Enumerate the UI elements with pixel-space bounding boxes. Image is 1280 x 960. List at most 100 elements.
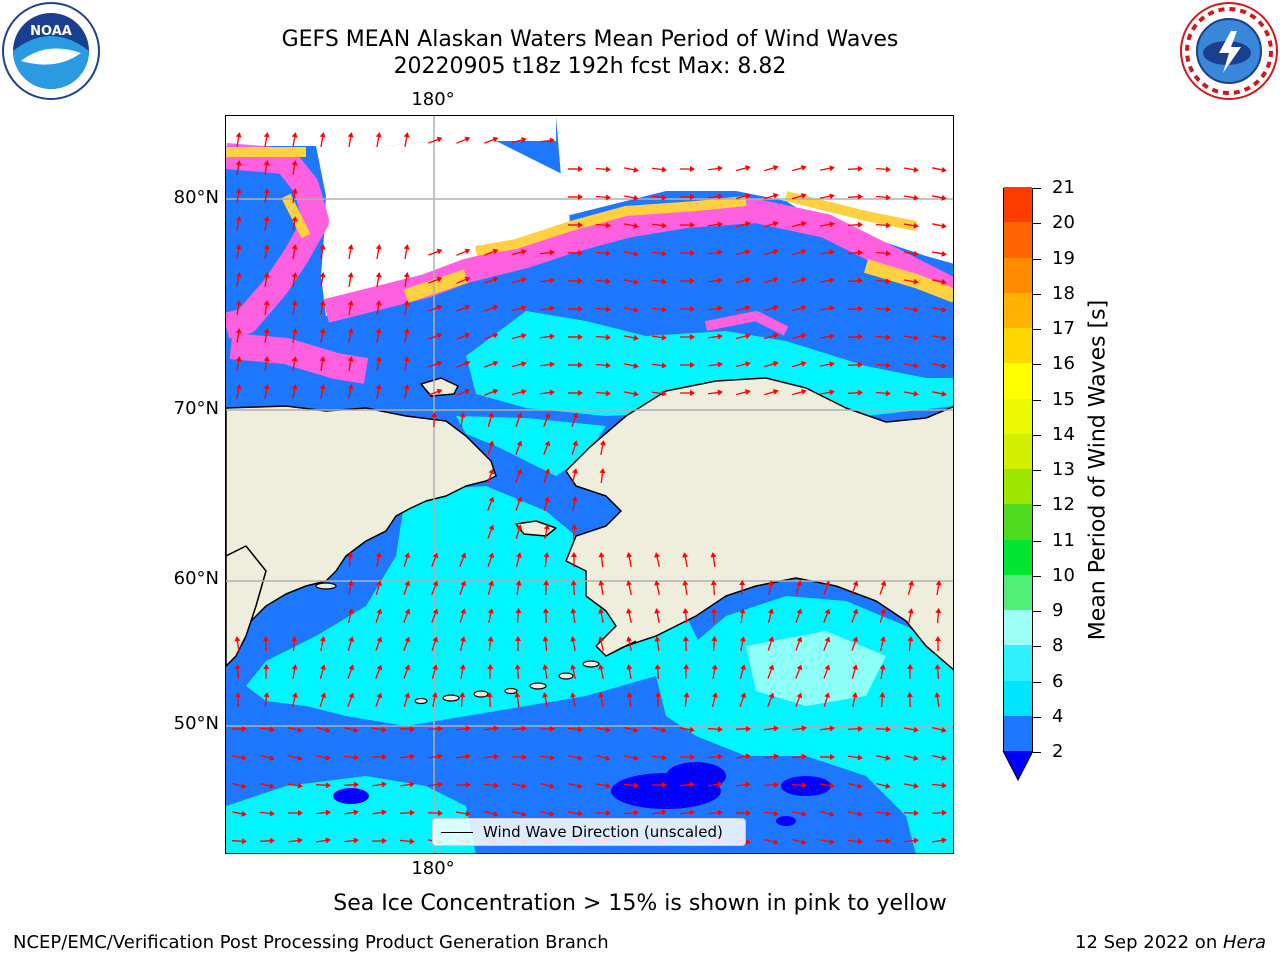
wave-arrow-head: [745, 305, 751, 311]
wave-arrow-head: [796, 580, 802, 586]
colorbar-tick-label: 10: [1052, 564, 1075, 586]
wave-arrow-shaft: [287, 839, 301, 843]
wave-arrow-head: [633, 809, 639, 816]
wave-arrow-shaft: [315, 811, 329, 815]
wave-arrow-head: [745, 753, 751, 760]
wave-arrow-head: [521, 137, 527, 143]
wave-arrow-head: [577, 306, 583, 313]
wave-arrow-head: [801, 249, 807, 255]
wave-arrow-head: [521, 249, 527, 255]
wave-arrow-head: [319, 272, 326, 278]
wave-arrow-shaft: [623, 167, 637, 171]
aleutian-islands: [315, 582, 637, 705]
wave-arrow-head: [885, 278, 891, 285]
wave-arrow-head: [633, 362, 639, 369]
wave-arrow-shaft: [259, 811, 273, 815]
wave-arrow-shaft: [371, 811, 385, 815]
wave-arrow-head: [353, 726, 359, 733]
colorbar-tick-label: 12: [1052, 494, 1075, 516]
wave-arrow-head: [235, 300, 242, 306]
wave-arrow-head: [941, 362, 947, 369]
wave-arrow-shaft: [231, 811, 245, 815]
wave-arrow-head: [403, 272, 410, 278]
wave-arrow-head: [689, 194, 695, 201]
wave-arrow-shaft: [516, 694, 520, 708]
wave-arrow-head: [739, 636, 746, 642]
wave-arrow-shaft: [847, 224, 861, 226]
wave-arrow-head: [773, 810, 779, 817]
wave-arrow-shaft: [487, 555, 493, 567]
wave-arrow-shaft: [459, 555, 465, 567]
wave-arrow-shaft: [792, 838, 804, 844]
wave-arrow-head: [570, 608, 577, 614]
lat-label-70: 70°N: [173, 398, 219, 419]
wave-arrow-head: [829, 193, 835, 200]
wave-arrow-head: [941, 809, 947, 816]
wave-arrow-head: [654, 580, 661, 586]
wave-arrow-head: [516, 552, 522, 558]
wave-arrow-shaft: [320, 638, 324, 652]
wave-arrow-head: [269, 782, 275, 789]
wave-arrow-shaft: [487, 443, 493, 455]
wave-arrow-head: [348, 692, 355, 699]
colorbar-tick-mark: [1033, 540, 1041, 542]
wave-arrow-shaft: [600, 610, 604, 624]
colorbar-tick-label: 14: [1052, 423, 1075, 445]
wave-arrow-shaft: [399, 839, 413, 843]
wave-arrow-head: [745, 333, 751, 339]
wave-arrow-shaft: [820, 810, 832, 816]
wave-arrow-shaft: [932, 755, 944, 759]
wave-arrow-shaft: [456, 250, 468, 256]
wave-arrow-head: [633, 782, 639, 789]
wave-arrow-head: [544, 468, 551, 475]
wave-arrow-head: [262, 636, 269, 642]
wave-arrow-shaft: [264, 302, 268, 316]
wave-arrow-head: [935, 608, 942, 614]
wave-arrow-head: [772, 332, 779, 339]
wave-arrow-shaft: [264, 218, 268, 232]
wave-arrow-head: [913, 250, 919, 257]
wave-arrow-shaft: [375, 611, 381, 623]
wave-arrow-shaft: [484, 250, 496, 256]
wave-arrow-shaft: [516, 582, 520, 596]
wave-arrow-head: [829, 165, 835, 172]
wave-arrow-shaft: [791, 755, 805, 759]
wave-arrow-head: [577, 390, 583, 397]
wave-arrow-head: [549, 305, 555, 312]
wave-arrow-shaft: [515, 555, 521, 567]
wave-arrow-shaft: [903, 783, 917, 787]
wave-arrow-shaft: [600, 694, 604, 708]
wave-arrow-head: [348, 664, 355, 671]
wave-arrow-head: [432, 664, 438, 670]
wave-arrow-head: [605, 222, 611, 229]
wave-arrow-head: [801, 725, 807, 732]
arctic-ice-area-3: [226, 116, 556, 146]
wave-arrow-head: [436, 248, 443, 255]
wave-arrow-head: [353, 754, 359, 761]
wave-arrow-shaft: [707, 727, 721, 731]
wave-arrow-shaft: [292, 190, 296, 204]
wave-arrow-head: [437, 753, 443, 760]
wave-arrow-head: [492, 388, 499, 395]
wave-arrow-shaft: [572, 667, 576, 679]
wave-arrow-head: [376, 664, 383, 671]
wave-arrow-head: [745, 810, 751, 817]
wave-arrow-shaft: [679, 811, 693, 815]
wave-arrow-shaft: [904, 754, 916, 760]
wave-arrow-head: [325, 782, 331, 789]
wave-arrow-head: [689, 222, 695, 229]
wave-arrow-head: [598, 552, 605, 558]
wave-arrow-shaft: [651, 195, 665, 199]
wave-arrow-head: [325, 727, 331, 733]
wave-arrow-shaft: [375, 583, 381, 595]
wave-arrow-shaft: [512, 278, 524, 284]
wave-arrow-head: [570, 636, 577, 642]
wave-arrow-head: [320, 664, 326, 670]
wave-arrow-shaft: [343, 839, 357, 843]
wave-arrow-head: [572, 412, 579, 419]
wave-arrow-head: [739, 580, 746, 586]
wave-arrow-head: [549, 277, 555, 284]
colorbar-tick-label: 21: [1052, 177, 1075, 198]
wave-arrow-shaft: [651, 811, 665, 815]
wave-arrow-head: [712, 692, 718, 698]
